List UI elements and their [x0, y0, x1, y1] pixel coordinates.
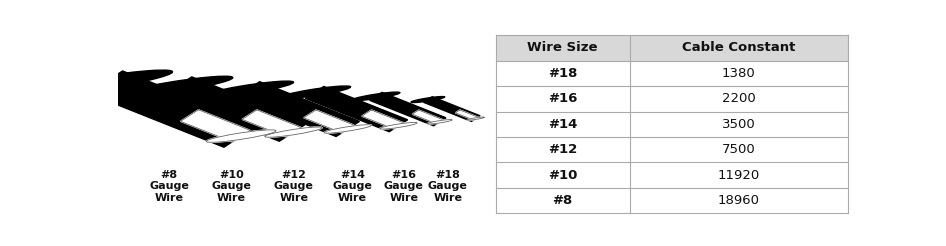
Text: 2200: 2200 [722, 92, 756, 105]
Bar [496, 61, 848, 86]
Ellipse shape [38, 70, 172, 94]
Polygon shape [455, 110, 478, 120]
Ellipse shape [122, 76, 233, 96]
Text: #8: #8 [552, 194, 573, 207]
Ellipse shape [428, 120, 452, 124]
Text: #18: #18 [548, 67, 577, 80]
Polygon shape [164, 77, 307, 141]
Text: Wire Size: Wire Size [528, 41, 598, 54]
Polygon shape [370, 92, 446, 126]
Polygon shape [412, 110, 443, 124]
Ellipse shape [352, 92, 400, 101]
Text: #10
Gauge
Wire: #10 Gauge Wire [212, 170, 252, 203]
Text: Cable Constant: Cable Constant [682, 41, 796, 54]
Text: #14
Gauge
Wire: #14 Gauge Wire [333, 170, 373, 203]
Ellipse shape [467, 117, 484, 120]
Text: #18
Gauge
Wire: #18 Gauge Wire [428, 170, 467, 203]
Polygon shape [361, 110, 403, 129]
Ellipse shape [279, 86, 351, 99]
Bar [496, 137, 848, 162]
Polygon shape [88, 71, 258, 147]
Ellipse shape [379, 123, 417, 129]
Text: #16
Gauge
Wire: #16 Gauge Wire [384, 170, 424, 203]
Text: 3500: 3500 [722, 118, 756, 131]
Bar [496, 162, 848, 188]
Ellipse shape [265, 127, 323, 137]
Text: #12: #12 [548, 143, 577, 156]
Polygon shape [306, 86, 408, 132]
Text: 7500: 7500 [722, 143, 756, 156]
Text: #10: #10 [548, 169, 577, 182]
Polygon shape [236, 82, 359, 137]
Text: #12
Gauge
Wire: #12 Gauge Wire [274, 170, 314, 203]
Bar [496, 188, 848, 213]
Ellipse shape [412, 96, 445, 103]
Bar [496, 111, 848, 137]
Text: 18960: 18960 [718, 194, 760, 207]
Ellipse shape [206, 130, 276, 142]
Bar [496, 35, 848, 61]
Ellipse shape [324, 125, 372, 133]
Text: #14: #14 [548, 118, 577, 131]
Bar [496, 86, 848, 111]
Text: #8
Gauge
Wire: #8 Gauge Wire [149, 170, 189, 203]
Polygon shape [424, 97, 481, 121]
Polygon shape [242, 110, 301, 137]
Ellipse shape [202, 81, 293, 97]
Polygon shape [304, 110, 354, 133]
Text: 11920: 11920 [717, 169, 760, 182]
Polygon shape [181, 110, 250, 142]
Text: 1380: 1380 [722, 67, 756, 80]
Text: #16: #16 [548, 92, 577, 105]
